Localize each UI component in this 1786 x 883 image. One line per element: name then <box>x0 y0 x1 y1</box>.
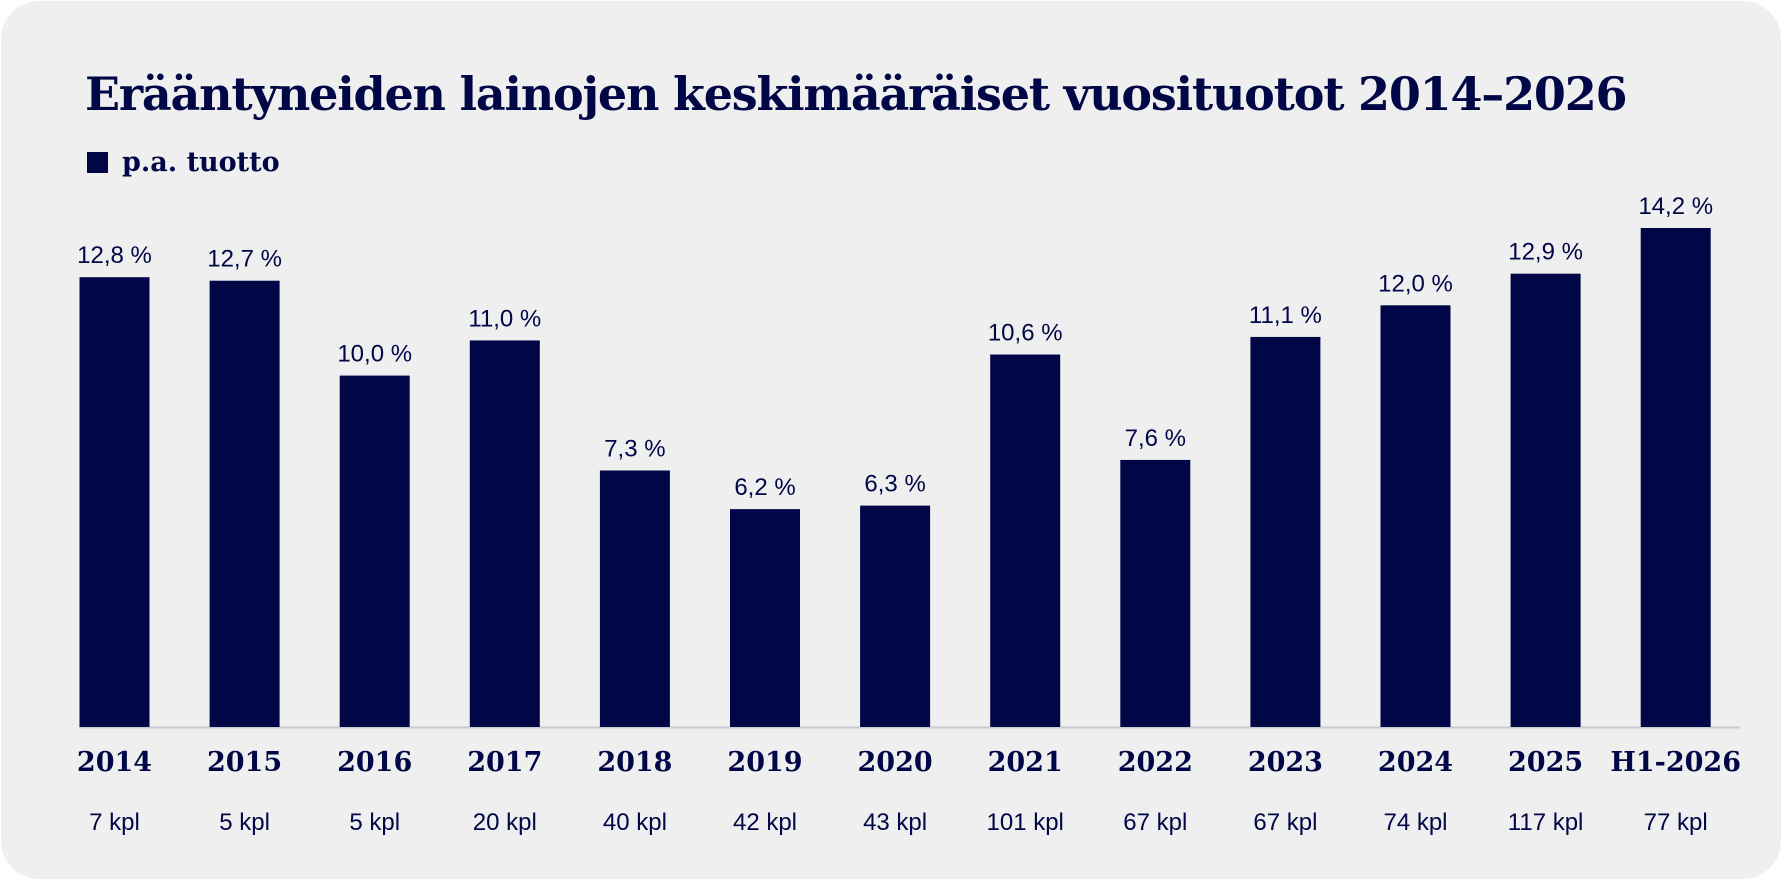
data-label: 10,0 % <box>337 341 412 368</box>
x-tick-label: 2014 <box>77 747 152 778</box>
data-label: 7,6 % <box>1125 425 1186 452</box>
count-label: 74 kpl <box>1383 809 1447 836</box>
data-label: 6,3 % <box>864 471 925 498</box>
bar-2023 <box>1250 336 1321 727</box>
count-label: 117 kpl <box>1508 809 1584 836</box>
data-label: 6,2 % <box>734 474 795 501</box>
chart-title: Erääntyneiden lainojen keskimääräiset vu… <box>85 67 1628 121</box>
x-tick-label: 2019 <box>727 747 802 778</box>
data-label: 11,1 % <box>1249 302 1322 329</box>
count-label: 101 kpl <box>987 809 1064 836</box>
x-tick-label: 2023 <box>1248 747 1323 778</box>
bar-h1-2026 <box>1640 228 1711 727</box>
x-tick-label: 2022 <box>1118 747 1193 778</box>
bar-2018 <box>599 470 670 727</box>
bar-2016 <box>339 375 410 727</box>
bar-2024 <box>1380 305 1451 727</box>
bar-2019 <box>730 509 800 727</box>
x-tick-label: 2021 <box>988 747 1063 778</box>
data-label: 12,9 % <box>1508 239 1583 266</box>
x-tick-label: 2018 <box>597 747 672 778</box>
count-label: 7 kpl <box>89 809 140 836</box>
data-label: 7,3 % <box>604 435 665 462</box>
count-label: 67 kpl <box>1123 809 1187 836</box>
bar-2022 <box>1120 459 1191 727</box>
data-label: 10,6 % <box>988 320 1063 347</box>
x-tick-label: 2017 <box>467 747 542 778</box>
chart-legend: p.a. tuotto <box>87 147 280 178</box>
count-label: 40 kpl <box>603 809 667 836</box>
data-label: 12,8 % <box>77 242 152 269</box>
count-label: 5 kpl <box>219 809 270 836</box>
legend-swatch <box>87 152 108 173</box>
x-tick-label: 2016 <box>337 747 412 778</box>
bar-2020 <box>860 505 931 727</box>
data-label: 11,0 % <box>468 305 541 332</box>
x-tick-label: 2025 <box>1508 747 1583 778</box>
data-label: 14,2 % <box>1638 193 1713 220</box>
count-label: 5 kpl <box>349 809 400 836</box>
legend-label: p.a. tuotto <box>122 147 280 178</box>
x-tick-label: 2020 <box>858 747 933 778</box>
bar-2014 <box>79 277 150 727</box>
count-label: 42 kpl <box>733 809 797 836</box>
count-label: 77 kpl <box>1644 809 1708 836</box>
x-tick-label: H1-2026 <box>1610 747 1741 778</box>
bar-2015 <box>209 280 280 727</box>
data-label: 12,0 % <box>1378 270 1453 297</box>
x-tick-label: 2015 <box>207 747 282 778</box>
bar-2021 <box>990 354 1061 727</box>
x-tick-label: 2024 <box>1378 747 1453 778</box>
count-label: 20 kpl <box>473 809 537 836</box>
count-label: 43 kpl <box>863 809 927 836</box>
data-label: 12,7 % <box>207 246 282 273</box>
bar-2025 <box>1510 273 1581 727</box>
bar-2017 <box>469 340 540 727</box>
count-label: 67 kpl <box>1253 809 1317 836</box>
